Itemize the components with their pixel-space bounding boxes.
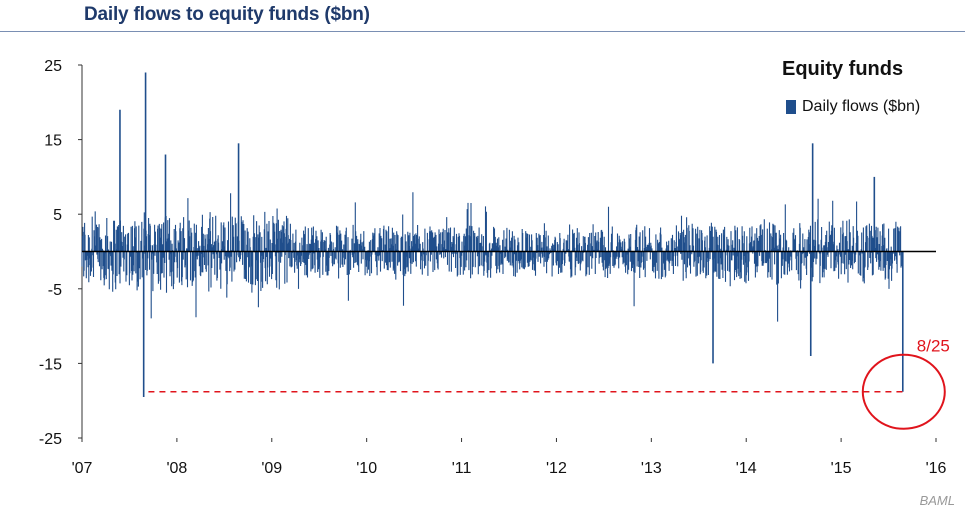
legend-swatch: [786, 100, 796, 114]
x-tick-label: '10: [356, 460, 377, 477]
y-tick-label: 5: [53, 207, 62, 224]
legend-title: Equity funds: [782, 58, 904, 80]
annotation-circle: [861, 353, 946, 430]
title-divider: [0, 31, 965, 32]
y-tick-label: -15: [39, 356, 62, 373]
x-tick-label: '15: [831, 460, 852, 477]
y-tick-label: 25: [44, 58, 62, 75]
x-tick-label: '08: [166, 460, 187, 477]
legend-label: Daily flows ($bn): [802, 98, 921, 115]
x-tick-label: '09: [261, 460, 282, 477]
flow-bars-background: [81, 192, 902, 322]
annotation-group: 8/25: [148, 337, 950, 430]
y-tick-label: -25: [39, 431, 62, 448]
y-tick-label: -5: [48, 282, 62, 299]
x-tick-label: '16: [926, 460, 947, 477]
x-tick-label: '11: [452, 460, 472, 477]
legend-item: Daily flows ($bn): [786, 98, 920, 116]
y-tick-label: 15: [44, 133, 62, 150]
x-tick-label: '12: [546, 460, 567, 477]
x-tick-label: '07: [72, 460, 93, 477]
flow-bars: [81, 72, 904, 397]
source-label: BAML: [919, 493, 955, 508]
y-axis: 25 15 5 -5 -15 -25: [39, 58, 83, 448]
annotation-label: 8/25: [917, 337, 950, 356]
x-axis: '07 '08 '09 '10 '11 '12 '13 '14 '15 '16: [72, 438, 947, 477]
chart-title: Daily flows to equity funds ($bn): [84, 4, 370, 25]
x-tick-label: '13: [641, 460, 662, 477]
x-tick-label: '14: [736, 460, 757, 477]
